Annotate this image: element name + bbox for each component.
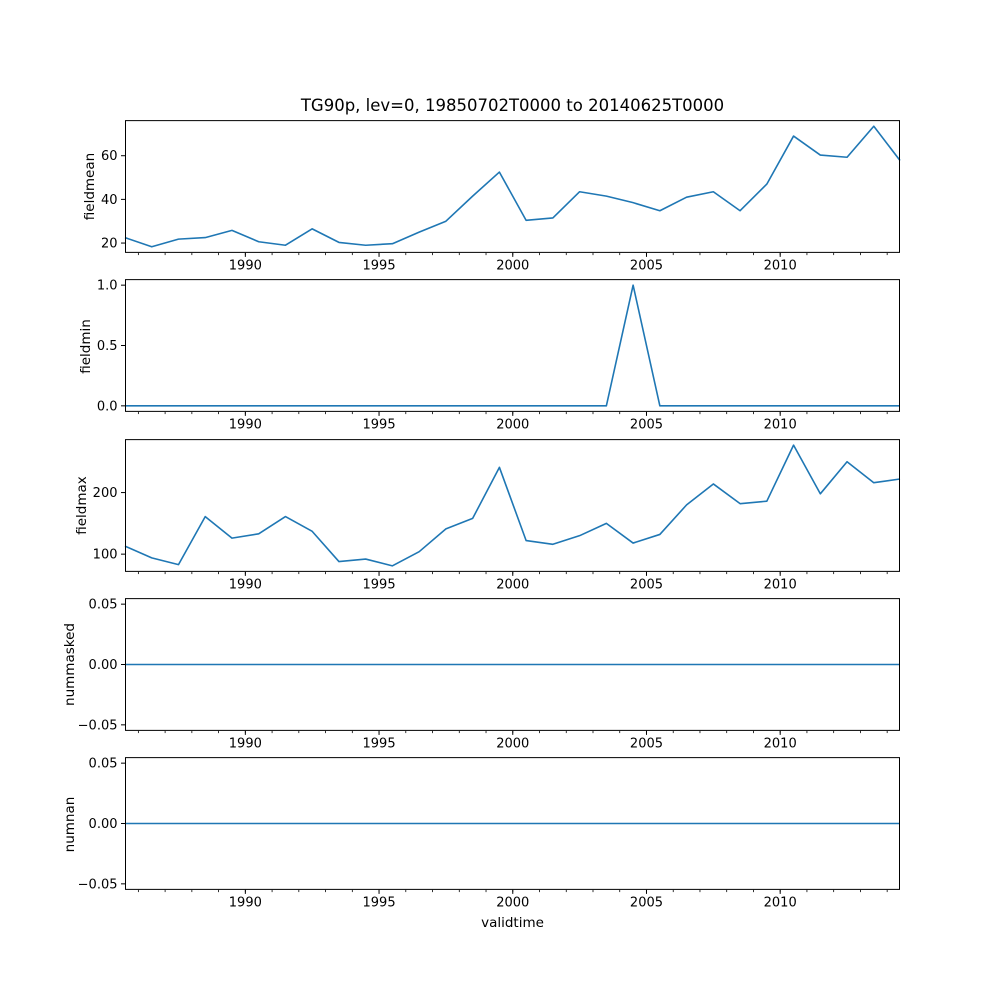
- axes-fieldmax: 1990 1995 2000 2005 2010 100 200: [93, 438, 901, 592]
- svg-text:0.00: 0.00: [89, 658, 118, 673]
- xlabel-validtime: validtime: [481, 915, 544, 931]
- ylabel-numnan: numnan: [61, 796, 78, 852]
- plot-numnan: 1990 1995 2000 2005 2010 0.05 0.00 −0.05: [78, 757, 900, 911]
- svg-text:60: 60: [101, 149, 118, 164]
- svg-text:0.5: 0.5: [97, 339, 118, 354]
- ylabel-fieldmean: fieldmean: [81, 153, 98, 221]
- axes-numnan: 1990 1995 2000 2005 2010 0.05 0.00 −0.05: [78, 757, 900, 911]
- svg-text:1990: 1990: [229, 577, 262, 592]
- ylabel-fieldmax: fieldmax: [73, 476, 90, 535]
- svg-text:1995: 1995: [363, 736, 396, 751]
- svg-text:2005: 2005: [630, 577, 663, 592]
- svg-text:20: 20: [101, 237, 118, 252]
- svg-text:−0.05: −0.05: [78, 878, 118, 893]
- svg-text:1995: 1995: [363, 258, 396, 273]
- chart-title: TG90p, lev=0, 19850702T0000 to 20140625T…: [300, 96, 725, 115]
- svg-text:1995: 1995: [363, 577, 396, 592]
- svg-text:1995: 1995: [363, 896, 396, 911]
- svg-text:0.00: 0.00: [89, 817, 118, 832]
- svg-text:1990: 1990: [229, 258, 262, 273]
- svg-text:2005: 2005: [630, 258, 663, 273]
- axes-fieldmin: 1990 1995 2000 2005 2010 0.0 0.5 1.0: [97, 279, 900, 433]
- svg-text:2010: 2010: [764, 736, 797, 751]
- svg-text:0.0: 0.0: [97, 400, 118, 415]
- svg-text:40: 40: [101, 193, 118, 208]
- plot-nummasked: 1990 1995 2000 2005 2010 0.05 0.00 −0.05: [78, 598, 900, 751]
- svg-text:2005: 2005: [630, 418, 663, 433]
- svg-text:2000: 2000: [496, 577, 529, 592]
- svg-text:1990: 1990: [229, 736, 262, 751]
- svg-text:2010: 2010: [764, 418, 797, 433]
- svg-text:2000: 2000: [496, 418, 529, 433]
- svg-text:2010: 2010: [764, 258, 797, 273]
- ylabel-fieldmin: fieldmin: [77, 318, 94, 374]
- axes-fieldmean: 1990 1995 2000 2005 2010 20 40 60: [101, 120, 901, 273]
- svg-text:2000: 2000: [496, 258, 529, 273]
- svg-text:2005: 2005: [630, 896, 663, 911]
- svg-text:1990: 1990: [229, 896, 262, 911]
- svg-text:100: 100: [93, 547, 118, 562]
- svg-text:200: 200: [93, 486, 118, 501]
- plot-fieldmax: 1990 1995 2000 2005 2010 100 200: [93, 438, 901, 592]
- plot-fieldmean: 1990 1995 2000 2005 2010 20 40 60: [101, 120, 901, 273]
- svg-text:0.05: 0.05: [89, 757, 118, 772]
- svg-text:2000: 2000: [496, 896, 529, 911]
- svg-text:1990: 1990: [229, 418, 262, 433]
- svg-text:1995: 1995: [363, 418, 396, 433]
- svg-text:2010: 2010: [764, 577, 797, 592]
- svg-text:2000: 2000: [496, 736, 529, 751]
- svg-text:0.05: 0.05: [89, 598, 118, 613]
- svg-text:1.0: 1.0: [97, 279, 118, 294]
- svg-text:2005: 2005: [630, 736, 663, 751]
- svg-text:2010: 2010: [764, 896, 797, 911]
- axes-nummasked: 1990 1995 2000 2005 2010 0.05 0.00 −0.05: [78, 598, 900, 751]
- plot-fieldmin: 1990 1995 2000 2005 2010 0.0 0.5 1.0: [97, 279, 900, 433]
- svg-text:−0.05: −0.05: [78, 718, 118, 733]
- ylabel-nummasked: nummasked: [61, 623, 78, 707]
